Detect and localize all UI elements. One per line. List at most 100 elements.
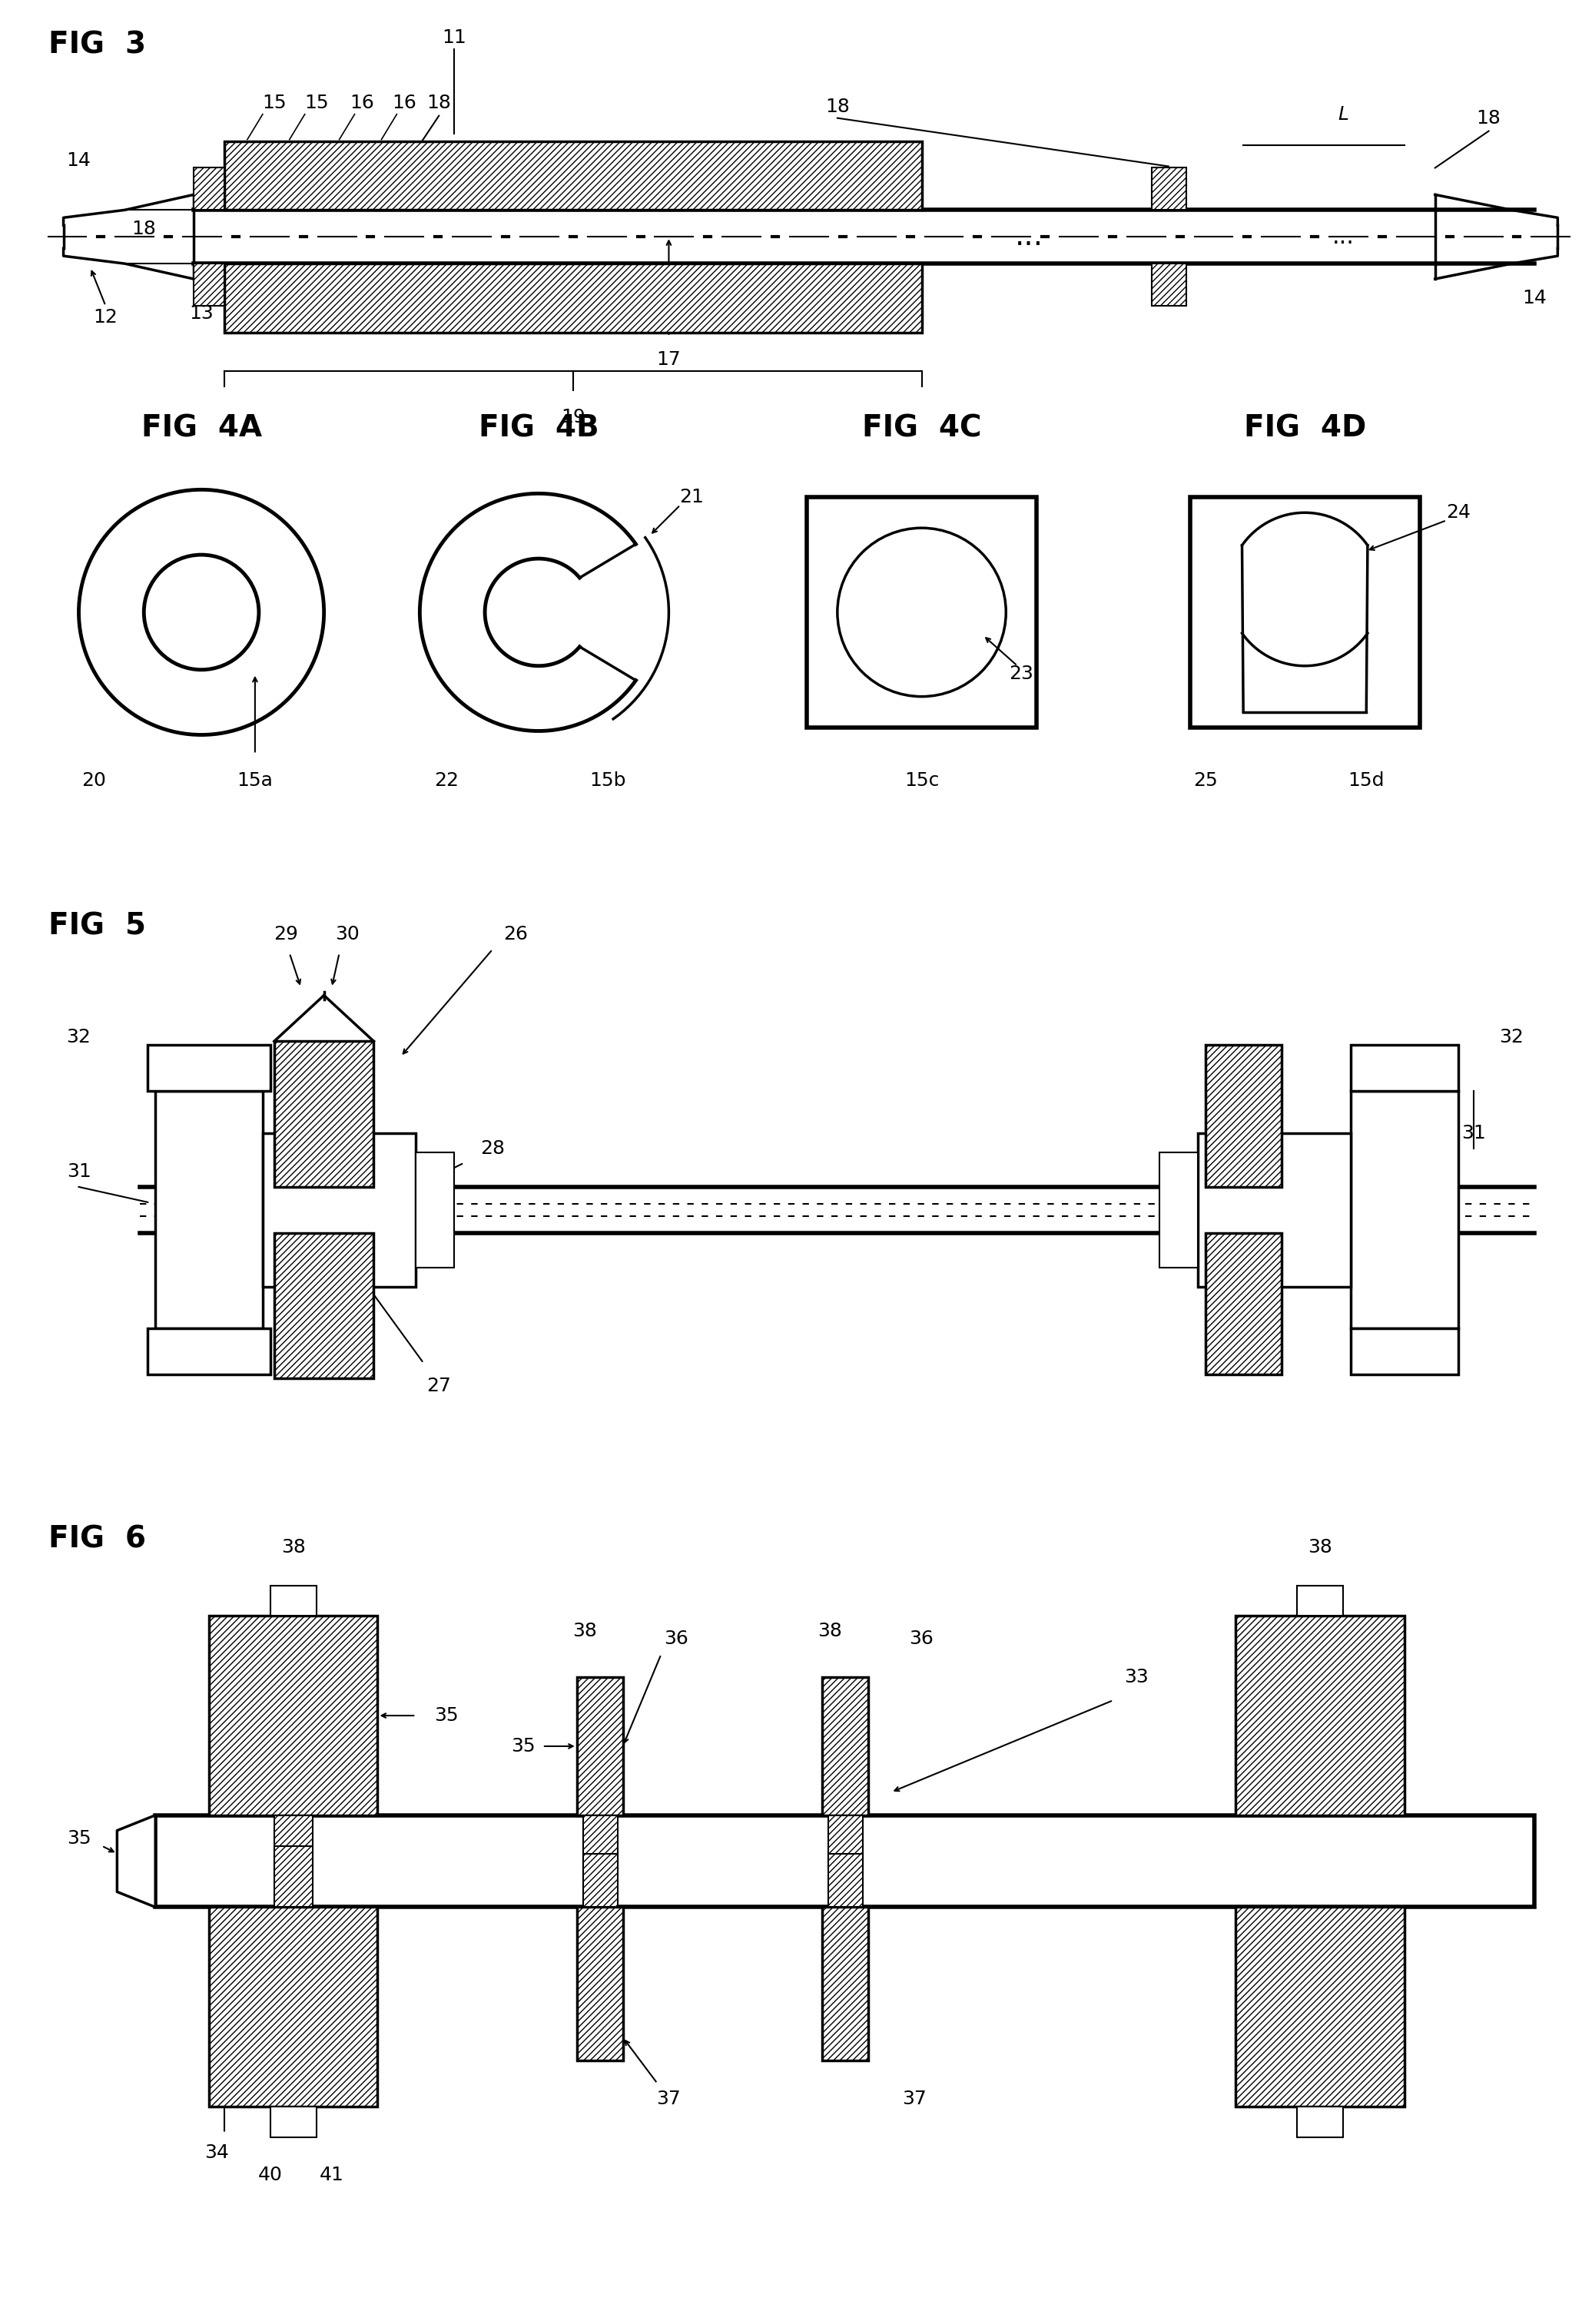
Bar <box>1159 1153 1197 1267</box>
Bar <box>828 1855 863 1908</box>
Bar <box>828 1815 863 1868</box>
Text: 37: 37 <box>901 2089 927 2108</box>
Text: 11: 11 <box>443 28 466 46</box>
Bar <box>1151 167 1186 209</box>
Bar <box>271 1585 317 1615</box>
Bar <box>148 1329 271 1373</box>
Text: 34: 34 <box>204 2143 229 2161</box>
Text: FIG  4C: FIG 4C <box>861 414 981 444</box>
Bar <box>224 142 922 209</box>
Text: 15b: 15b <box>589 772 626 790</box>
Text: ...: ... <box>1014 223 1043 251</box>
Bar <box>224 263 922 332</box>
Bar <box>1235 1908 1404 2106</box>
Text: 16: 16 <box>392 93 417 112</box>
Text: 28: 28 <box>481 1139 505 1157</box>
Text: 38: 38 <box>282 1538 306 1557</box>
Bar <box>1350 1046 1458 1092</box>
Text: 29: 29 <box>274 925 298 944</box>
Text: 20: 20 <box>81 772 107 790</box>
Bar <box>156 1815 1535 1908</box>
Text: 26: 26 <box>503 925 529 944</box>
Bar <box>194 167 224 209</box>
Text: 13: 13 <box>189 304 213 323</box>
Text: 15: 15 <box>304 93 328 112</box>
Bar <box>194 263 224 307</box>
Bar <box>1297 1585 1344 1615</box>
Text: 14: 14 <box>1522 288 1547 307</box>
Bar <box>576 1678 622 1815</box>
Bar <box>1235 1615 1404 1815</box>
Text: FIG  3: FIG 3 <box>48 30 146 60</box>
Text: 18: 18 <box>427 93 451 112</box>
Text: 22: 22 <box>435 772 458 790</box>
Bar <box>1350 1329 1458 1373</box>
Bar <box>1350 1092 1458 1329</box>
Bar <box>263 1134 416 1287</box>
Text: 17: 17 <box>656 351 681 370</box>
Text: 38: 38 <box>572 1622 597 1641</box>
Bar <box>156 1092 263 1329</box>
Bar <box>209 1615 377 1815</box>
Text: 15d: 15d <box>1348 772 1385 790</box>
Bar <box>1197 1134 1350 1287</box>
Text: 41: 41 <box>320 2166 344 2185</box>
Text: 19: 19 <box>560 407 586 425</box>
Bar <box>576 1908 622 2061</box>
Bar <box>1151 263 1186 307</box>
Text: 15a: 15a <box>237 772 272 790</box>
Text: 15: 15 <box>263 93 287 112</box>
Bar <box>274 1232 374 1378</box>
Text: 18: 18 <box>132 221 156 239</box>
Text: 25: 25 <box>1192 772 1218 790</box>
Bar <box>821 1908 868 2061</box>
Text: 31: 31 <box>67 1162 91 1181</box>
Bar <box>1205 1232 1282 1373</box>
Text: FIG  4A: FIG 4A <box>142 414 261 444</box>
Text: 33: 33 <box>1124 1669 1148 1687</box>
Text: ...: ... <box>1333 225 1355 249</box>
Text: 27: 27 <box>427 1376 451 1394</box>
Bar <box>209 1908 377 2106</box>
Text: 24: 24 <box>1446 504 1471 523</box>
Bar <box>583 1815 618 1868</box>
Bar <box>807 497 1036 727</box>
Bar <box>1189 497 1420 727</box>
Text: FIG  4D: FIG 4D <box>1243 414 1366 444</box>
Bar <box>271 2106 317 2138</box>
Text: 32: 32 <box>67 1027 91 1046</box>
Text: 23: 23 <box>1009 665 1033 683</box>
Bar <box>1205 1046 1282 1188</box>
Bar <box>274 1815 312 1875</box>
Text: FIG  5: FIG 5 <box>48 911 146 941</box>
Bar <box>583 1855 618 1908</box>
Text: 18: 18 <box>1476 109 1501 128</box>
Text: 15c: 15c <box>904 772 939 790</box>
Text: 31: 31 <box>1461 1125 1485 1143</box>
Bar <box>148 1046 271 1092</box>
Text: 40: 40 <box>258 2166 282 2185</box>
Text: FIG  6: FIG 6 <box>48 1525 146 1555</box>
Text: 16: 16 <box>350 93 374 112</box>
Bar <box>416 1153 454 1267</box>
Text: 18: 18 <box>825 98 850 116</box>
Bar <box>274 1041 374 1188</box>
Text: 14: 14 <box>67 151 91 170</box>
Text: 35: 35 <box>435 1706 458 1724</box>
Text: 30: 30 <box>334 925 360 944</box>
Bar <box>1297 2106 1344 2138</box>
Text: FIG  4B: FIG 4B <box>478 414 599 444</box>
Text: 35: 35 <box>67 1829 91 1848</box>
Text: 32: 32 <box>1500 1027 1524 1046</box>
Text: 12: 12 <box>94 309 118 325</box>
Text: 35: 35 <box>511 1736 535 1755</box>
Text: 36: 36 <box>664 1629 689 1648</box>
Text: L: L <box>1337 105 1348 123</box>
Text: 36: 36 <box>909 1629 935 1648</box>
Text: 38: 38 <box>1309 1538 1333 1557</box>
Text: 37: 37 <box>656 2089 681 2108</box>
Bar <box>274 1845 312 1908</box>
Text: 38: 38 <box>817 1622 842 1641</box>
Bar <box>821 1678 868 1815</box>
Polygon shape <box>118 1815 156 1908</box>
